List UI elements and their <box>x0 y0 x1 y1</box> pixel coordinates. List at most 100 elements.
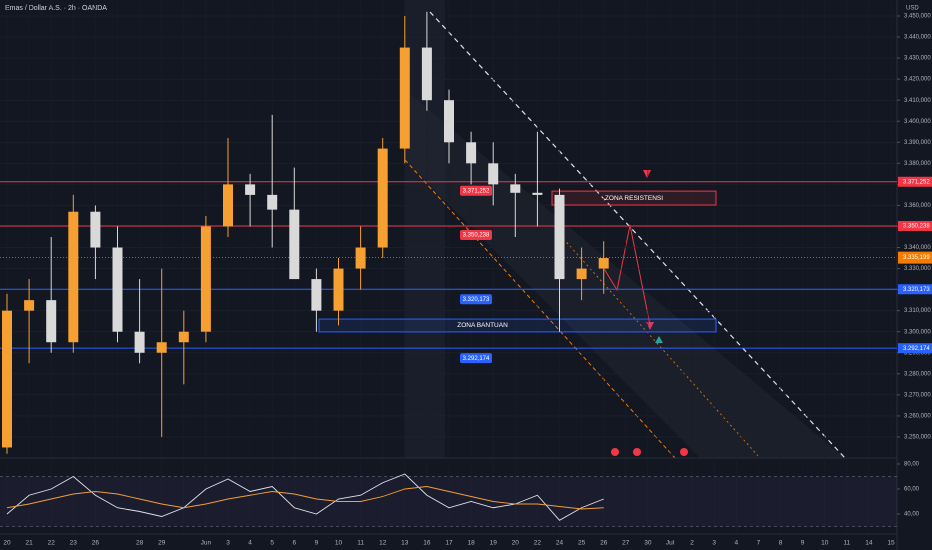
axis-tag-bg <box>898 343 932 354</box>
x-tick-label: 8 <box>779 540 783 547</box>
x-tick-label: 22 <box>534 540 542 547</box>
candle-body <box>200 226 211 332</box>
y-tick-label: 3.280,000 <box>904 371 931 377</box>
candle-body <box>333 268 344 311</box>
candle-body <box>510 184 521 193</box>
y-tick-label: 3.450,000 <box>904 14 931 20</box>
candle-body <box>2 310 12 448</box>
candle-body <box>267 194 278 210</box>
rsi-tick-label: 40,00 <box>904 512 920 518</box>
level-tag: 3.320,173 <box>463 297 490 303</box>
candle-body <box>532 192 543 195</box>
x-tick-label: 9 <box>315 540 319 547</box>
y-tick-label: 3.260,000 <box>904 413 931 419</box>
chart-title: Emas / Dollar A.S. · 2h · OANDA <box>5 5 107 12</box>
y-tick-label: 3.310,000 <box>904 308 931 314</box>
level-tag: 3.350,238 <box>463 233 490 239</box>
x-tick-label: 14 <box>865 540 873 547</box>
x-tick-label: 25 <box>578 540 586 547</box>
candle-body <box>90 211 101 248</box>
zone-box <box>551 190 717 206</box>
x-tick-label: 3 <box>226 540 230 547</box>
x-tick-label: 29 <box>158 540 166 547</box>
y-tick-label: 3.360,000 <box>904 203 931 209</box>
candle-body <box>355 247 366 269</box>
level-tag-bg <box>460 353 492 364</box>
candle-body <box>488 163 499 185</box>
projection-path <box>599 224 651 326</box>
x-tick-label: 18 <box>467 540 475 547</box>
y-tick-label: 3.390,000 <box>904 140 931 146</box>
candle-body <box>444 100 454 143</box>
x-tick-label: 7 <box>757 540 761 547</box>
x-tick-label: 13 <box>401 540 409 547</box>
rsi-line <box>6 486 604 510</box>
x-tick-label: 22 <box>48 540 56 547</box>
x-tick-label: 2 <box>690 540 694 547</box>
y-tick-label: 3.330,000 <box>904 266 931 272</box>
x-tick-label: 16 <box>423 540 431 547</box>
x-tick-label: 10 <box>821 540 829 547</box>
x-tick-label: 26 <box>92 540 100 547</box>
y-tick-label: 3.380,000 <box>904 161 931 167</box>
arrow-up <box>655 336 663 343</box>
candle-body <box>178 331 189 343</box>
x-tick-label: 28 <box>136 540 144 547</box>
event-icon[interactable] <box>611 448 619 456</box>
y-tick-label: 3.440,000 <box>904 35 931 41</box>
axis-tag: 3.350,238 <box>903 224 930 230</box>
candle-body <box>245 184 256 195</box>
price-tag: 3.335,199 <box>903 255 930 261</box>
rsi-band <box>0 476 897 527</box>
y-tick-label: 3.250,000 <box>904 435 931 441</box>
event-icon[interactable] <box>680 448 688 456</box>
candle-body <box>399 47 410 149</box>
candle-body <box>24 300 35 311</box>
level-tag-bg <box>460 185 492 196</box>
price-tag-bg <box>898 251 932 264</box>
y-tick-label: 3.300,000 <box>904 329 931 335</box>
x-tick-label: 24 <box>556 540 564 547</box>
x-tick-label: 21 <box>25 540 33 547</box>
x-tick-label: 30 <box>644 540 652 547</box>
rsi-tick-label: 80,00 <box>904 462 920 468</box>
y-tick-label: 3.290,000 <box>904 350 931 356</box>
x-tick-label: Jun <box>201 540 212 547</box>
x-tick-label: 17 <box>445 540 453 547</box>
x-tick-label: 6 <box>292 540 296 547</box>
y-tick-label: 3.400,000 <box>904 119 931 125</box>
candle-body <box>68 211 79 343</box>
candle-body <box>156 342 167 353</box>
axis-tag-bg <box>898 220 932 231</box>
x-tick-label: 26 <box>600 540 608 547</box>
zone-label: ZONA BANTUAN <box>457 322 508 329</box>
axis-tag-bg <box>898 284 932 295</box>
channel-upper <box>429 11 846 459</box>
candle-body <box>554 194 565 280</box>
candle-body <box>421 47 432 101</box>
x-tick-label: 19 <box>490 540 498 547</box>
x-tick-label: 11 <box>843 540 850 547</box>
level-tag: 3.371,252 <box>463 188 490 194</box>
rsi-tick-label: 60,00 <box>904 487 920 493</box>
axis-tag: 3.371,252 <box>903 179 930 185</box>
y-tick-label: 3.410,000 <box>904 98 931 104</box>
level-tag-bg <box>460 294 492 305</box>
candle-body <box>311 279 322 311</box>
x-tick-label: 15 <box>887 540 895 547</box>
level-tag-bg <box>460 229 492 240</box>
arrow-marker <box>643 170 651 178</box>
x-tick-label: 20 <box>512 540 520 547</box>
currency: USD <box>906 6 919 12</box>
x-tick-label: Jul <box>666 540 675 547</box>
candle-body <box>466 142 477 164</box>
axis-tag: 3.292,174 <box>903 346 930 352</box>
y-tick-label: 3.270,000 <box>904 392 931 398</box>
candle-body <box>598 258 609 269</box>
candle-body <box>223 184 233 227</box>
event-icon[interactable] <box>633 448 641 456</box>
x-tick-label: 11 <box>357 540 364 547</box>
zone-box <box>318 318 717 333</box>
x-tick-label: 4 <box>734 540 738 547</box>
